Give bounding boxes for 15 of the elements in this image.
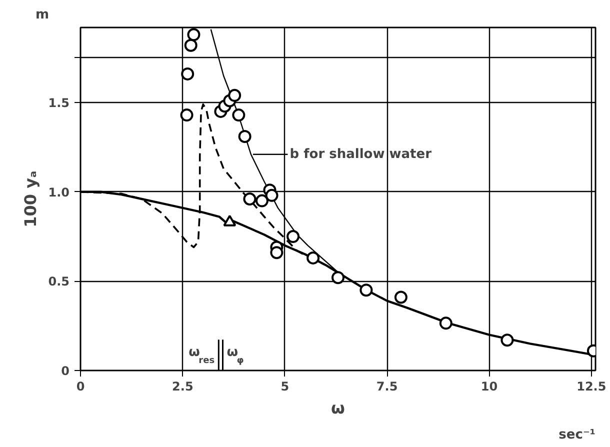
x-tick-label: 10 [480, 380, 498, 394]
x-tick-label: 2.5 [172, 380, 194, 394]
y-axis-title: 100 yₐ [21, 170, 40, 228]
x-tick-label: 5 [280, 380, 290, 394]
y-tick-label: 0 [61, 364, 70, 378]
x-tick-label: 12.5 [576, 380, 606, 394]
y-tick-label: 0.5 [48, 274, 70, 289]
text: sec⁻¹ [558, 428, 596, 442]
y-tick-label: 1.5 [48, 96, 70, 110]
x-tick-label: 0 [76, 380, 85, 394]
y-tick-label: 1.0 [48, 185, 70, 200]
text: m [36, 8, 50, 22]
x-axis-title: ω [331, 398, 346, 418]
annotation: b for shallow water [290, 146, 432, 162]
x-tick-label: 7.5 [376, 380, 398, 394]
